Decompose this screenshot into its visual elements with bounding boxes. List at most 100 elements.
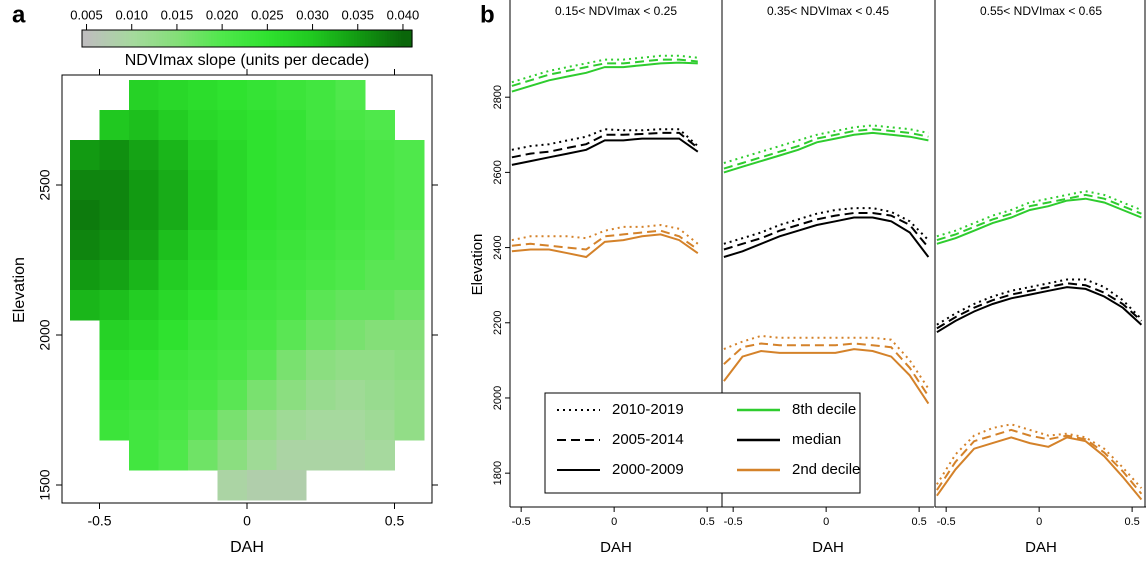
colorbar-swatch [145,30,149,47]
colorbar-swatch [390,30,394,47]
heatmap-cell [365,380,395,411]
legend-label: 2005-2014 [612,431,684,448]
colorbar-swatch [139,30,144,47]
heatmap-cell [158,140,189,171]
heatmap-cell [158,200,189,231]
colorbar-swatch [93,30,97,47]
heatmap-cell [188,380,218,411]
colorbar-swatch [170,30,174,47]
colorbar-swatch [192,30,196,47]
colorbar-swatch [384,30,388,47]
heatmap-cell [365,110,395,141]
x-axis-title: DAH [812,539,844,556]
heatmap-cell [335,320,366,351]
colorbar-swatch [266,30,270,47]
heatmap-cell [276,380,307,411]
heatmap-cell [335,80,366,111]
colorbar-swatch [302,30,306,47]
heatmap-cell [335,230,366,261]
colorbar-swatch [379,30,383,47]
heatmap-cell [70,260,100,291]
heatmap-cell [335,170,366,201]
colorbar-swatch [128,30,133,47]
colorbar-swatch [365,30,369,47]
colorbar-swatch [106,30,111,47]
colorbar-swatch [285,30,289,47]
heatmap-cell [188,170,218,201]
series-line [936,193,1142,242]
heatmap-cell [335,410,366,441]
heatmap-cell [217,470,248,501]
colorbar-tick-label: 0.035 [341,7,374,22]
heatmap-cell [217,110,248,141]
y-tick-label: 2400 [492,235,504,259]
legend-label: 2000-2009 [612,461,684,478]
x-tick-label: -0.5 [512,516,531,528]
heatmap-cell [129,410,159,441]
series-line [511,128,699,151]
colorbar-swatch [403,30,408,47]
heatmap-cell [276,80,307,111]
heatmap-cell [394,170,425,201]
x-tick-label: 0 [243,513,251,529]
series-line [723,348,930,405]
colorbar-title: NDVImax slope (units per decade) [125,52,370,69]
heatmap-cell [158,350,189,381]
series-line [511,54,698,84]
colorbar-swatch [172,30,177,47]
colorbar-swatch [271,30,276,47]
heatmap-cell [365,230,395,261]
series-line [511,58,698,87]
heatmap-cell [394,260,425,291]
colorbar-swatch [351,30,355,47]
heatmap-cell [99,350,130,381]
colorbar-swatch [368,30,372,47]
heatmap-cell [247,470,277,501]
colorbar-swatch [288,30,292,47]
heatmap-cell [306,260,336,291]
colorbar-swatch [142,30,146,47]
heatmap-cell [129,350,159,381]
colorbar-swatch [304,30,309,47]
colorbar-swatch [370,30,375,47]
heatmap-cell [335,440,366,471]
heatmap-cell [158,170,189,201]
heatmap-cell [217,380,248,411]
colorbar-swatch [354,30,358,47]
series-line [723,128,929,170]
heatmap-cell [70,140,100,171]
heatmap-cell [247,170,277,201]
heatmap-cell [217,290,248,321]
colorbar-swatch [258,30,262,47]
heatmap-cell [247,380,277,411]
x-tick-label: 0.5 [699,516,714,528]
colorbar-swatch [189,30,193,47]
colorbar-swatch [178,30,182,47]
colorbar-swatch [225,30,229,47]
heatmap-cell [276,320,307,351]
y-tick-label: 2500 [37,169,53,200]
heatmap-cell [217,410,248,441]
colorbar-swatch [214,30,218,47]
series-line [936,282,1143,330]
colorbar-swatch [208,30,212,47]
heatmap-cell [158,380,189,411]
x-tick-label: 0 [1036,516,1042,528]
colorbar-tick-label: 0.020 [206,7,239,22]
heatmap-cell [306,410,336,441]
heatmap-cell [129,380,159,411]
y-axis-title: Elevation [469,234,486,296]
heatmap-cell [306,140,336,171]
colorbar-swatch [324,30,328,47]
colorbar-swatch [95,30,100,47]
x-tick-label: 0.5 [911,516,926,528]
colorbar-swatch [274,30,278,47]
colorbar-swatch [362,30,366,47]
heatmap-cell [70,170,100,201]
colorbar-swatch [153,30,157,47]
colorbar-swatch [269,30,273,47]
series-line [723,124,929,164]
heatmap-cell [99,380,130,411]
heatmap-cell [129,260,159,291]
colorbar-swatch [134,30,138,47]
